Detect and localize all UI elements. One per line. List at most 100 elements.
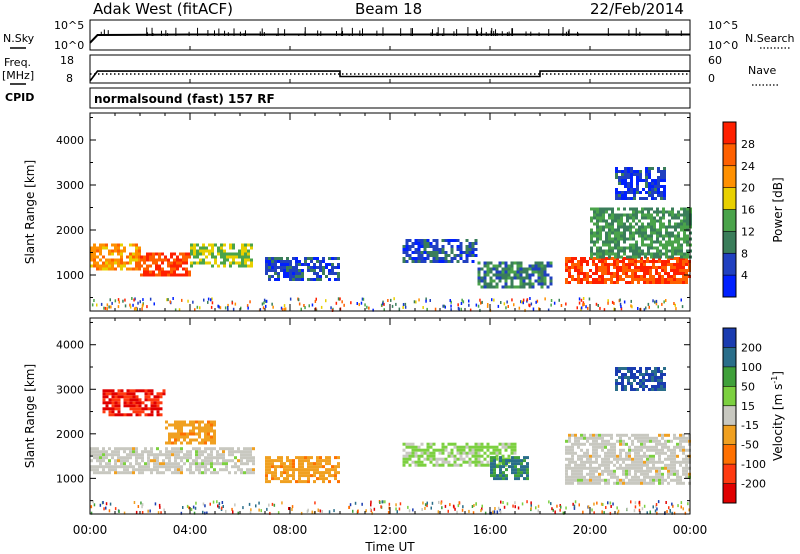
heatmap-cell [607, 263, 610, 266]
heatmap-cell [492, 451, 496, 455]
heatmap-cell [93, 450, 96, 454]
heatmap-cell [337, 456, 340, 460]
colorbar-swatch [723, 253, 736, 276]
heatmap-cell [265, 266, 268, 269]
heatmap-cell [337, 275, 340, 278]
heatmap-cell [679, 442, 682, 446]
heatmap-cell [189, 471, 192, 475]
heatmap-cell [647, 207, 650, 211]
heatmap-cell [108, 447, 111, 451]
heatmap-cell [627, 176, 630, 179]
heatmap-cell [615, 197, 618, 200]
heatmap-cell [213, 438, 216, 442]
heatmap-cell [673, 457, 676, 461]
heatmap-cell [621, 170, 624, 173]
heatmap-cell [611, 222, 614, 226]
heatmap-cell [126, 401, 130, 405]
heatmap-cell [634, 457, 637, 461]
velocity-colorbar-label-sup: -1 [770, 376, 779, 384]
ground-scatter-point [442, 304, 444, 308]
x-tick-label: 16:00 [473, 523, 508, 537]
heatmap-cell [661, 278, 664, 281]
heatmap-cell [516, 267, 520, 271]
heatmap-cell [682, 466, 685, 470]
heatmap-cell [610, 281, 613, 284]
heatmap-cell [205, 249, 208, 253]
heatmap-cell [513, 273, 517, 277]
ground-scatter-point [438, 500, 440, 504]
heatmap-cell [198, 468, 201, 472]
heatmap-cell [117, 246, 120, 250]
ground-scatter-point [283, 307, 286, 311]
heatmap-cell [667, 463, 670, 467]
heatmap-cell [295, 269, 298, 272]
heatmap-cell [661, 269, 664, 272]
heatmap-cell [114, 249, 117, 253]
heatmap-cell [489, 445, 493, 449]
heatmap-cell [238, 264, 241, 268]
heatmap-cell [671, 243, 674, 247]
heatmap-cell [189, 432, 192, 436]
heatmap-cell [156, 398, 160, 402]
heatmap-cell [447, 451, 451, 455]
heatmap-cell [677, 216, 680, 220]
heatmap-cell [193, 249, 196, 253]
heatmap-cell [465, 445, 469, 449]
heatmap-cell [426, 451, 430, 455]
heatmap-cell [319, 471, 322, 475]
heatmap-cell [637, 275, 640, 278]
heatmap-cell [607, 469, 610, 473]
heatmap-cell [129, 471, 132, 475]
heatmap-cell [319, 459, 322, 463]
ground-scatter-point [638, 508, 641, 512]
heatmap-cell [138, 389, 142, 393]
heatmap-cell [161, 270, 164, 274]
heatmap-cell [683, 216, 686, 220]
heatmap-cell [568, 266, 571, 269]
heatmap-cell [517, 468, 520, 472]
ground-scatter-point [514, 501, 516, 505]
heatmap-cell [474, 248, 478, 251]
heatmap-cell [685, 281, 688, 284]
heatmap-cell [507, 460, 511, 464]
ground-scatter-point [100, 302, 103, 306]
heatmap-cell [193, 246, 196, 250]
heatmap-cell [123, 395, 127, 399]
heatmap-cell [286, 477, 289, 481]
heatmap-cell [679, 475, 682, 479]
heatmap-cell [633, 191, 636, 194]
heatmap-cell [616, 457, 619, 461]
heatmap-cell [577, 478, 580, 482]
heatmap-cell [632, 246, 635, 250]
heatmap-cell [629, 246, 632, 250]
heatmap-cell [96, 261, 99, 265]
heatmap-cell [662, 237, 665, 241]
heatmap-cell [132, 267, 135, 271]
heatmap-cell [634, 466, 637, 470]
heatmap-cell [135, 447, 138, 451]
heatmap-cell [526, 456, 529, 460]
heatmap-cell [153, 462, 156, 466]
heatmap-cell [211, 249, 214, 253]
ground-scatter-point [665, 299, 667, 302]
heatmap-cell [655, 475, 658, 479]
heatmap-cell [634, 451, 637, 455]
heatmap-cell [596, 228, 599, 232]
heatmap-cell [135, 389, 139, 393]
power-data [90, 167, 692, 312]
heatmap-cell [210, 453, 213, 457]
ground-scatter-point [217, 304, 219, 308]
heatmap-cell [313, 278, 316, 281]
heatmap-cell [280, 480, 283, 484]
heatmap-cell [226, 258, 229, 262]
heatmap-cell [117, 249, 120, 253]
heatmap-cell [325, 471, 328, 475]
heatmap-cell [441, 239, 445, 242]
heatmap-cell [519, 261, 523, 265]
heatmap-cell [429, 242, 433, 245]
heatmap-cell [656, 255, 659, 259]
heatmap-cell [295, 278, 298, 281]
heatmap-cell [602, 210, 605, 214]
heatmap-cell [608, 252, 611, 256]
heatmap-cell [660, 385, 663, 388]
